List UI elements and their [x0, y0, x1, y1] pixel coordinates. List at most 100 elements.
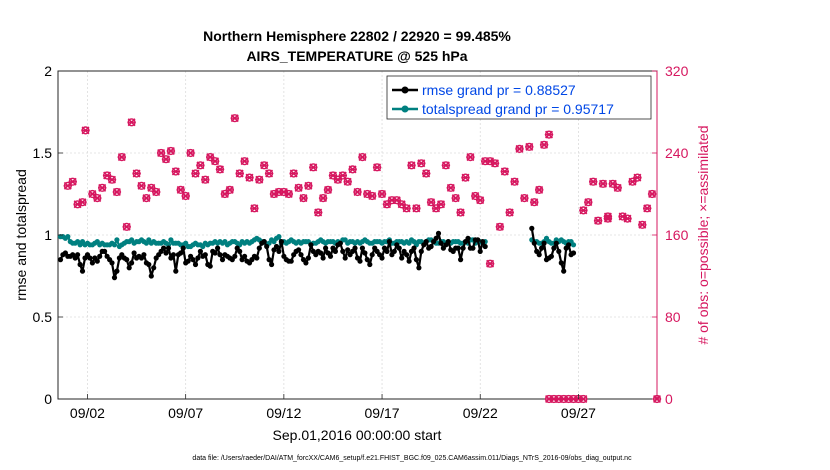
totalspread-point	[65, 234, 71, 240]
rmse-point	[303, 260, 309, 266]
obs-count-point	[436, 200, 446, 209]
rmse-point	[173, 268, 179, 274]
rmse-point	[396, 245, 402, 251]
rmse-point	[288, 258, 294, 264]
left-tick-label: 0.5	[33, 309, 53, 325]
rmse-point	[541, 240, 547, 246]
obs-count-point	[402, 204, 411, 213]
rmse-point	[163, 250, 169, 256]
x-tick-label: 09/02	[70, 405, 105, 421]
obs-count-point	[210, 157, 220, 166]
obs-count-point	[441, 161, 451, 170]
y-axis-label-left: rmse and totalspread	[13, 169, 29, 301]
rmse-point	[435, 230, 442, 236]
obs-count-point	[456, 208, 465, 217]
rmse-point	[477, 248, 483, 254]
rmse-point	[278, 239, 284, 245]
rmse-point	[89, 260, 95, 266]
rmse-point	[126, 265, 132, 271]
rmse-point	[77, 261, 83, 268]
rmse-point	[323, 245, 329, 251]
obs-count-point-low	[485, 259, 495, 268]
obs-count-point	[407, 161, 416, 170]
obs-count-point	[510, 177, 519, 186]
rmse-point	[399, 255, 405, 261]
obs-count-point	[579, 206, 588, 215]
rmse-point	[460, 245, 466, 251]
obs-count-point	[98, 183, 107, 192]
rmse-point	[264, 243, 270, 250]
obs-count-point	[476, 196, 485, 205]
x-tick-label: 09/22	[463, 405, 498, 421]
obs-count-point	[186, 148, 195, 158]
obs-zero-point	[579, 394, 588, 404]
rmse-point	[369, 252, 375, 258]
legend-marker-rmse	[401, 86, 409, 94]
obs-count-point	[397, 200, 406, 209]
obs-count-point	[181, 191, 190, 201]
obs-count-point	[544, 130, 554, 139]
obs-count-point	[137, 181, 146, 190]
rmse-point	[266, 257, 272, 263]
rmse-point	[345, 247, 351, 253]
obs-count-point	[235, 169, 244, 178]
rmse-point	[161, 245, 167, 251]
rmse-point	[561, 268, 567, 274]
obs-count-point	[530, 198, 539, 207]
rmse-point	[423, 239, 429, 245]
legend-box	[386, 75, 652, 120]
rmse-point	[276, 248, 282, 254]
rmse-point	[539, 245, 545, 251]
rmse-point	[558, 260, 564, 266]
rmse-point	[75, 252, 81, 258]
rmse-point	[124, 257, 130, 263]
rmse-point	[261, 239, 267, 245]
obs-count-point	[348, 165, 357, 174]
rmse-point	[465, 235, 471, 241]
obs-count-point	[81, 126, 90, 135]
obs-count-point	[535, 185, 544, 195]
obs-count-point	[112, 187, 122, 197]
rmse-point	[237, 248, 243, 254]
obs-count-point	[127, 118, 136, 127]
left-tick-label: 1.5	[33, 145, 53, 161]
rmse-point	[197, 248, 203, 254]
right-tick-label: 240	[665, 145, 689, 161]
rmse-point	[406, 258, 412, 264]
obs-count-point	[142, 194, 151, 203]
rmse-point	[428, 243, 434, 250]
rmse-point	[131, 250, 137, 256]
totalspread-point	[111, 242, 118, 248]
rmse-point	[327, 253, 334, 259]
rmse-point	[531, 240, 537, 246]
obs-count-point	[191, 169, 200, 178]
obs-count-point	[294, 183, 303, 192]
rmse-point	[318, 250, 324, 256]
obs-count-point	[299, 194, 308, 203]
obs-count-point	[240, 157, 249, 166]
obs-count-point	[309, 163, 318, 172]
rmse-point	[566, 242, 572, 248]
rmse-point	[536, 252, 542, 258]
obs-count-point	[122, 222, 131, 231]
rmse-point	[480, 239, 486, 245]
legend: rmse grand pr = 0.88527 totalspread gran…	[386, 75, 652, 120]
legend-marker-spread	[401, 105, 409, 113]
rmse-point	[418, 248, 424, 254]
rmse-point	[97, 253, 103, 259]
obs-count-point	[613, 183, 622, 192]
right-axis-ticks: 0 80 160 240 320	[652, 63, 689, 407]
rmse-point	[413, 257, 419, 263]
rmse-point	[379, 255, 385, 261]
rmse-point	[215, 245, 221, 251]
rmse-point	[332, 248, 338, 254]
totalspread-point	[114, 237, 120, 243]
rmse-point	[242, 253, 248, 259]
y-axis-label-right: # of obs: o=possible; ×=assimilated	[695, 125, 711, 344]
rmse-point	[195, 255, 201, 261]
rmse-point	[367, 261, 373, 268]
obs-count-point	[289, 169, 298, 178]
obs-count-point	[107, 175, 117, 184]
chart-title-line1: Northern Hemisphere 22802 / 22920 = 99.4…	[203, 28, 511, 44]
